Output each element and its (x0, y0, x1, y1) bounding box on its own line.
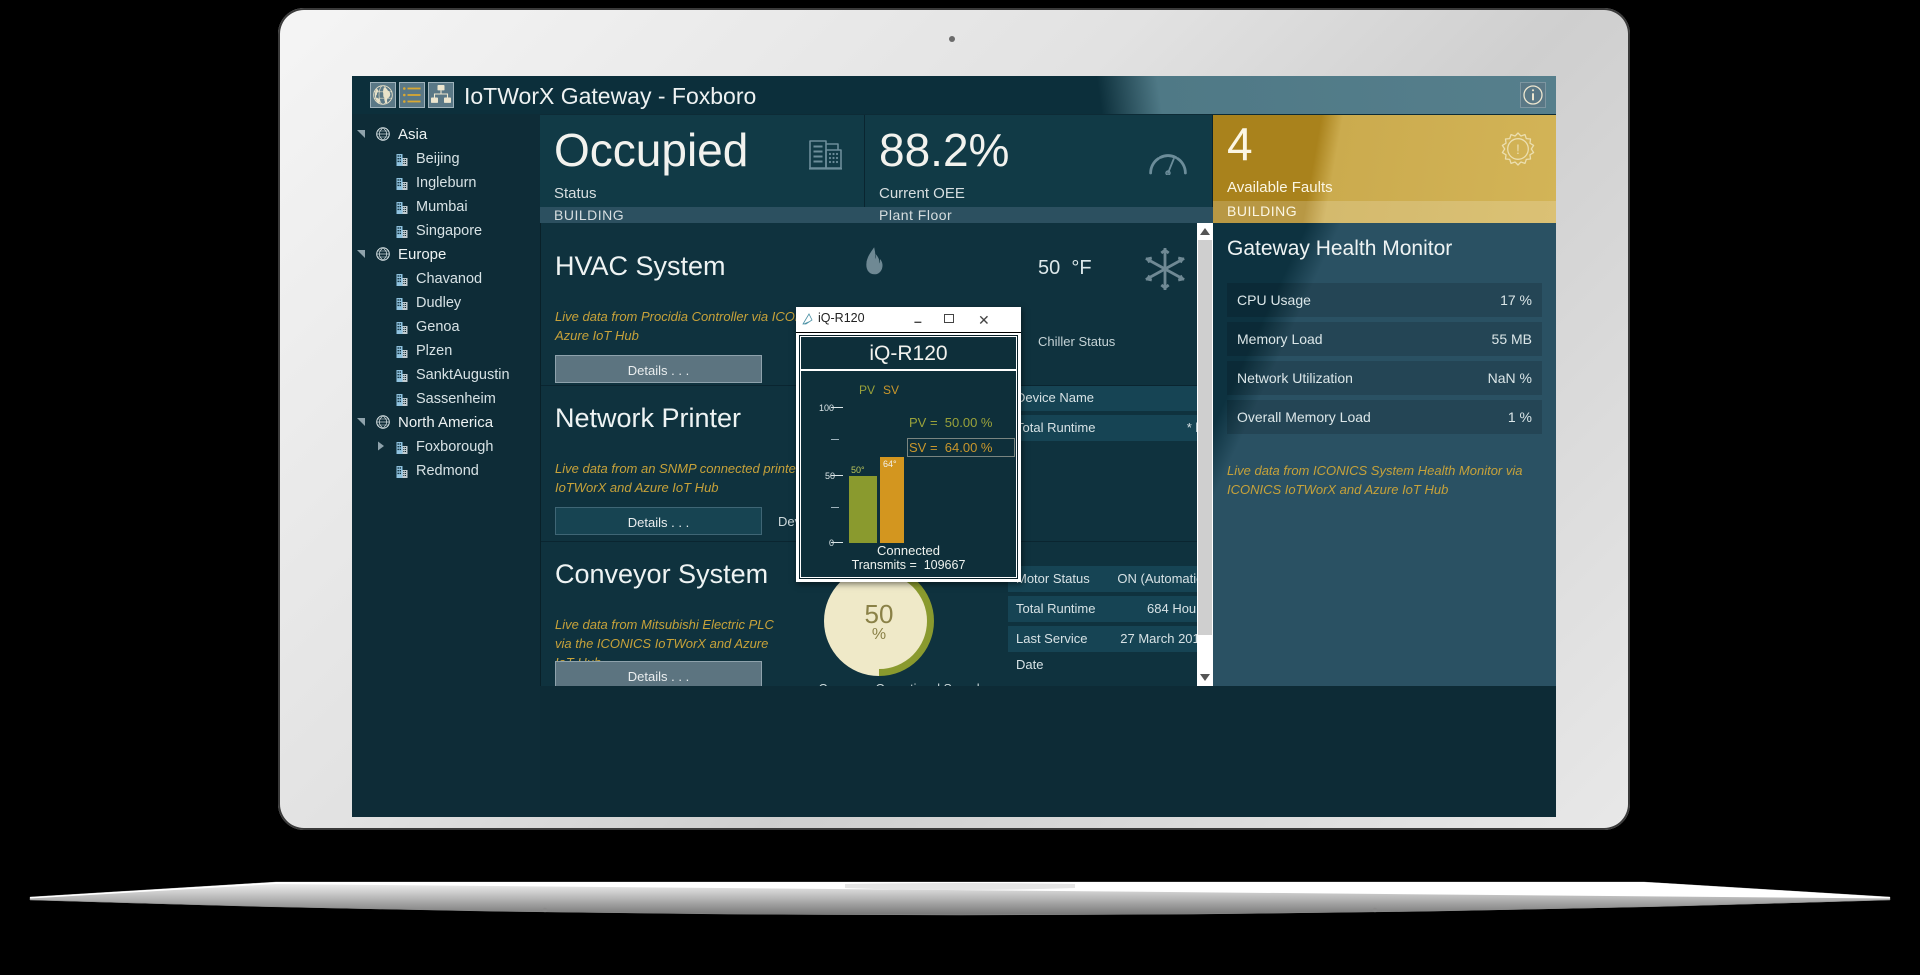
svg-text:!: ! (1516, 141, 1520, 157)
